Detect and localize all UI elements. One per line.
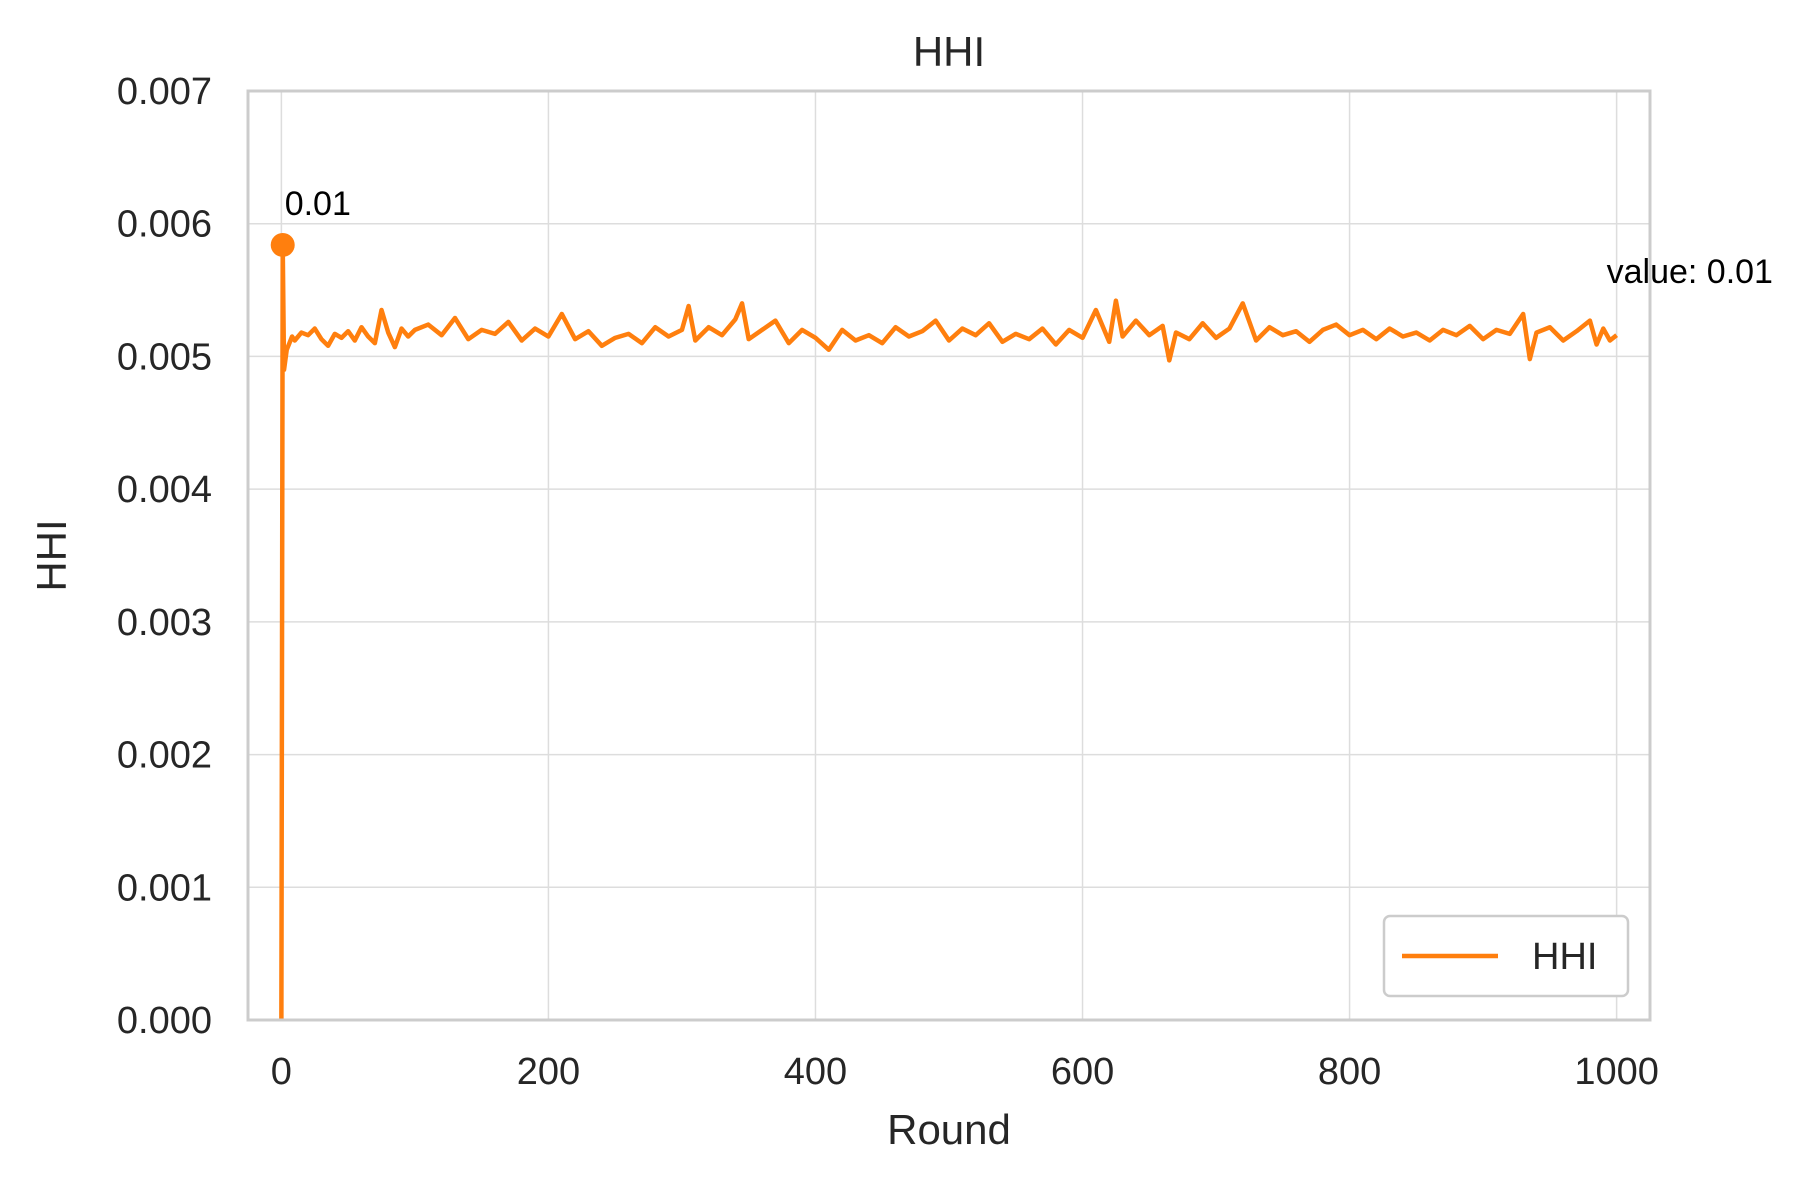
peak-marker	[270, 232, 295, 257]
y-tick-label: 0.002	[117, 735, 212, 777]
legend-box	[1382, 914, 1630, 998]
y-tick-label: 0.006	[117, 204, 212, 246]
x-tick-label: 200	[517, 1051, 580, 1093]
y-tick-label: 0.005	[117, 336, 212, 378]
y-tick-label: 0.001	[117, 867, 212, 909]
x-tick-label: 0	[271, 1051, 292, 1093]
legend-label-hhi: HHI	[1532, 936, 1597, 978]
legend: HHI	[1382, 914, 1630, 998]
peak-annotation: 0.01	[285, 185, 351, 223]
y-tick-label: 0.007	[117, 71, 212, 113]
y-tick-label: 0.000	[117, 1000, 212, 1042]
y-tick-label: 0.003	[117, 602, 212, 644]
y-tick-label: 0.004	[117, 469, 212, 511]
plot-frame	[246, 89, 1652, 1022]
series-line-hhi	[279, 242, 1619, 1021]
x-tick-label: 400	[784, 1051, 847, 1093]
x-axis-label: Round	[887, 1106, 1011, 1153]
chart-title: HHI	[913, 28, 985, 75]
annotations: 0.01 value: 0.01	[270, 185, 1773, 291]
x-axis-ticks: 0 200 400 600 800 1000	[271, 1051, 1659, 1093]
final-value-annotation: value: 0.01	[1607, 253, 1773, 291]
x-tick-label: 600	[1051, 1051, 1114, 1093]
series-layer	[279, 242, 1619, 1021]
y-axis-ticks: 0.000 0.001 0.002 0.003 0.004 0.005 0.006 0.007	[117, 71, 212, 1042]
x-tick-label: 800	[1318, 1051, 1381, 1093]
y-axis-label: HHI	[28, 519, 75, 591]
x-tick-label: 1000	[1574, 1051, 1659, 1093]
